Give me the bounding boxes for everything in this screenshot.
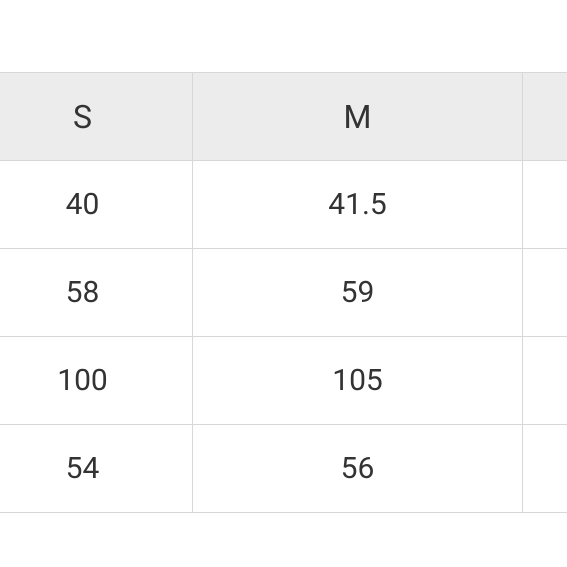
cell <box>523 337 567 425</box>
cell: 59 <box>193 249 523 337</box>
cell: 56 <box>193 425 523 513</box>
cell: 100 <box>0 337 193 425</box>
cell <box>523 161 567 249</box>
cell: 105 <box>193 337 523 425</box>
col-header-m: M <box>193 73 523 161</box>
table-row: 100 105 <box>0 337 567 425</box>
cell <box>523 249 567 337</box>
size-table: S M 40 41.5 58 59 100 105 54 <box>0 72 567 513</box>
table-header-row: S M <box>0 73 567 161</box>
cell: 54 <box>0 425 193 513</box>
cell <box>523 425 567 513</box>
cell: 40 <box>0 161 193 249</box>
table-row: 54 56 <box>0 425 567 513</box>
table-row: 58 59 <box>0 249 567 337</box>
col-header-blank <box>523 73 567 161</box>
table-row: 40 41.5 <box>0 161 567 249</box>
size-table-element: S M 40 41.5 58 59 100 105 54 <box>0 72 567 513</box>
col-header-s: S <box>0 73 193 161</box>
cell: 41.5 <box>193 161 523 249</box>
cell: 58 <box>0 249 193 337</box>
